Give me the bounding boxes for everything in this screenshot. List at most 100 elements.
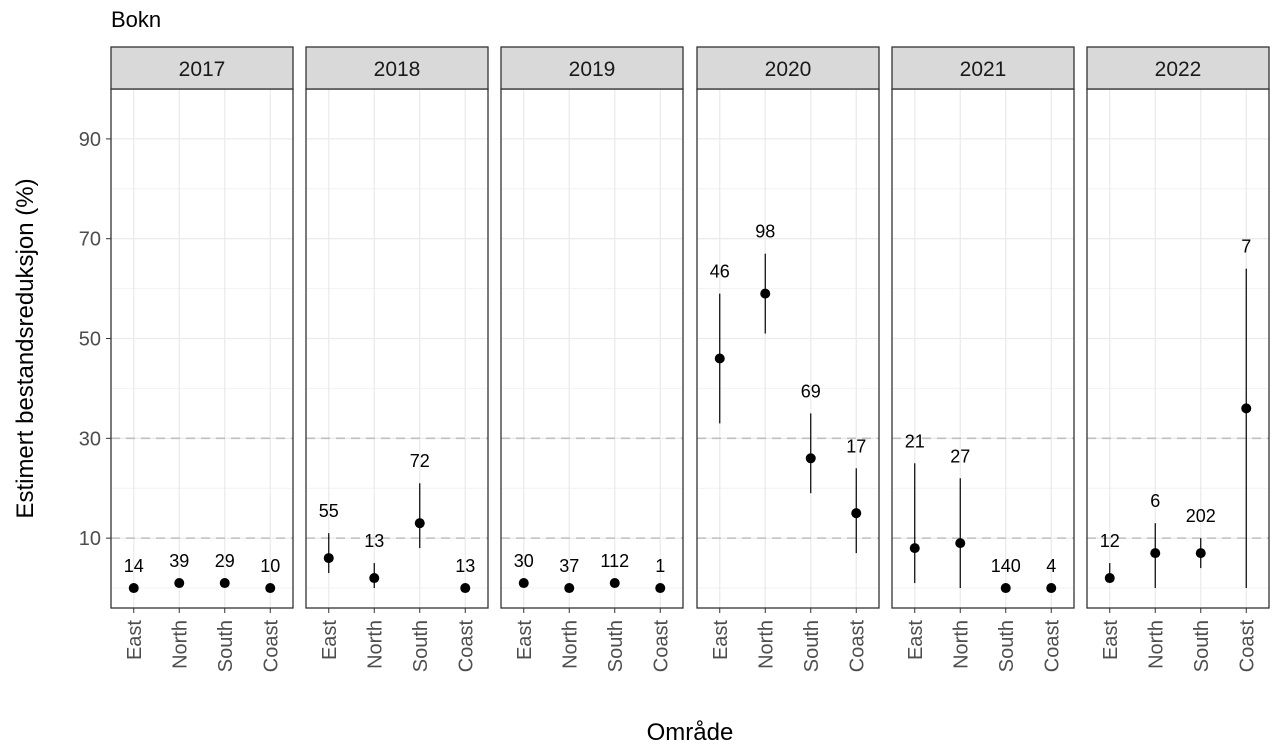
- x-tick-label: East: [124, 620, 146, 660]
- strip-background: [110, 46, 294, 90]
- data-label: 98: [755, 222, 775, 242]
- strip-background: [1086, 46, 1270, 90]
- panel-background: [306, 89, 488, 608]
- x-axis-title: Område: [647, 719, 734, 746]
- data-label: 37: [559, 556, 579, 576]
- x-tick-label: South: [605, 620, 627, 672]
- data-point: [609, 578, 620, 589]
- x-tick-label: South: [215, 620, 237, 672]
- data-point: [1104, 573, 1115, 584]
- data-point: [655, 583, 666, 594]
- strip-label: 2019: [569, 58, 616, 81]
- data-label: 1: [655, 556, 665, 576]
- panel-2021: 21 27 140 4 2021 East North South Coast: [891, 46, 1075, 673]
- x-tick-label: East: [319, 620, 341, 660]
- data-label: 13: [364, 531, 384, 551]
- data-point: [1046, 583, 1057, 594]
- x-tick-label: North: [364, 620, 386, 669]
- strip-background: [891, 46, 1075, 90]
- data-label: 10: [260, 556, 280, 576]
- x-tick-label: North: [755, 620, 777, 669]
- y-axis-ticks: 10 30 50 70 90: [79, 129, 111, 550]
- y-tick-label: 30: [79, 428, 101, 450]
- x-tick-label: North: [559, 620, 581, 669]
- y-tick-label: 50: [79, 329, 101, 351]
- data-point: [955, 538, 966, 549]
- panel-2017: 14 39 29 10 2017 East North South Coast: [110, 46, 294, 673]
- data-point: [851, 508, 862, 519]
- strip-label: 2017: [179, 58, 226, 81]
- x-tick-label: North: [1145, 620, 1167, 669]
- panel-background: [501, 89, 683, 608]
- panel-background: [697, 89, 879, 608]
- panel-2019: 30 37 112 1 2019 East North South Coast: [500, 46, 684, 673]
- x-tick-label: South: [801, 620, 823, 672]
- data-label: 29: [215, 551, 235, 571]
- data-point: [323, 553, 334, 564]
- x-tick-label: South: [1191, 620, 1213, 672]
- data-point: [760, 288, 771, 299]
- x-tick-label: North: [169, 620, 191, 669]
- x-tick-label: North: [950, 620, 972, 669]
- y-axis-title: Estimert bestandsreduksjon (%): [12, 178, 39, 518]
- data-point: [1150, 548, 1161, 559]
- strip-label: 2018: [374, 58, 421, 81]
- y-tick-label: 90: [79, 129, 101, 151]
- data-point: [1000, 583, 1011, 594]
- data-point: [414, 518, 425, 529]
- panel-background: [111, 89, 293, 608]
- x-tick-label: South: [996, 620, 1018, 672]
- data-label: 14: [124, 556, 144, 576]
- x-tick-label: Coast: [846, 620, 868, 673]
- data-label: 17: [846, 436, 866, 456]
- data-point: [805, 453, 816, 464]
- x-tick-label: Coast: [260, 620, 282, 673]
- data-point: [518, 578, 529, 589]
- data-label: 27: [950, 446, 970, 466]
- y-tick-label: 10: [79, 528, 101, 550]
- x-tick-label: East: [1100, 620, 1122, 660]
- strip-background: [305, 46, 489, 90]
- data-label: 30: [514, 551, 534, 571]
- strip-background: [500, 46, 684, 90]
- data-point: [909, 543, 920, 554]
- data-label: 6: [1150, 491, 1160, 511]
- data-point: [369, 573, 380, 584]
- strip-label: 2021: [960, 58, 1007, 81]
- strip-background: [696, 46, 880, 90]
- x-tick-label: Coast: [1236, 620, 1258, 673]
- x-tick-label: Coast: [455, 620, 477, 673]
- data-point: [714, 353, 725, 364]
- data-label: 46: [710, 262, 730, 282]
- panel-background: [892, 89, 1074, 608]
- strip-label: 2022: [1155, 58, 1202, 81]
- panel-background: [1087, 89, 1269, 608]
- data-label: 69: [801, 381, 821, 401]
- y-tick-label: 70: [79, 229, 101, 251]
- data-label: 202: [1186, 506, 1216, 526]
- x-tick-label: Coast: [650, 620, 672, 673]
- strip-label: 2020: [765, 58, 812, 81]
- data-label: 39: [169, 551, 189, 571]
- data-label: 4: [1046, 556, 1056, 576]
- data-label: 7: [1241, 237, 1251, 257]
- data-point: [1241, 403, 1252, 414]
- data-point: [564, 583, 575, 594]
- x-tick-label: Coast: [1041, 620, 1063, 673]
- chart-title: Bokn: [111, 7, 161, 32]
- data-point: [265, 583, 276, 594]
- data-label: 55: [319, 501, 339, 521]
- x-tick-label: South: [410, 620, 432, 672]
- data-point: [1195, 548, 1206, 559]
- data-label: 12: [1100, 531, 1120, 551]
- x-tick-label: East: [710, 620, 732, 660]
- data-point: [460, 583, 471, 594]
- data-label: 112: [600, 551, 629, 571]
- panel-2022: 12 6 202 7 2022 East North South Coast: [1086, 46, 1270, 673]
- data-label: 21: [905, 431, 925, 451]
- x-tick-label: East: [514, 620, 536, 660]
- x-tick-label: East: [905, 620, 927, 660]
- data-label: 72: [410, 451, 430, 471]
